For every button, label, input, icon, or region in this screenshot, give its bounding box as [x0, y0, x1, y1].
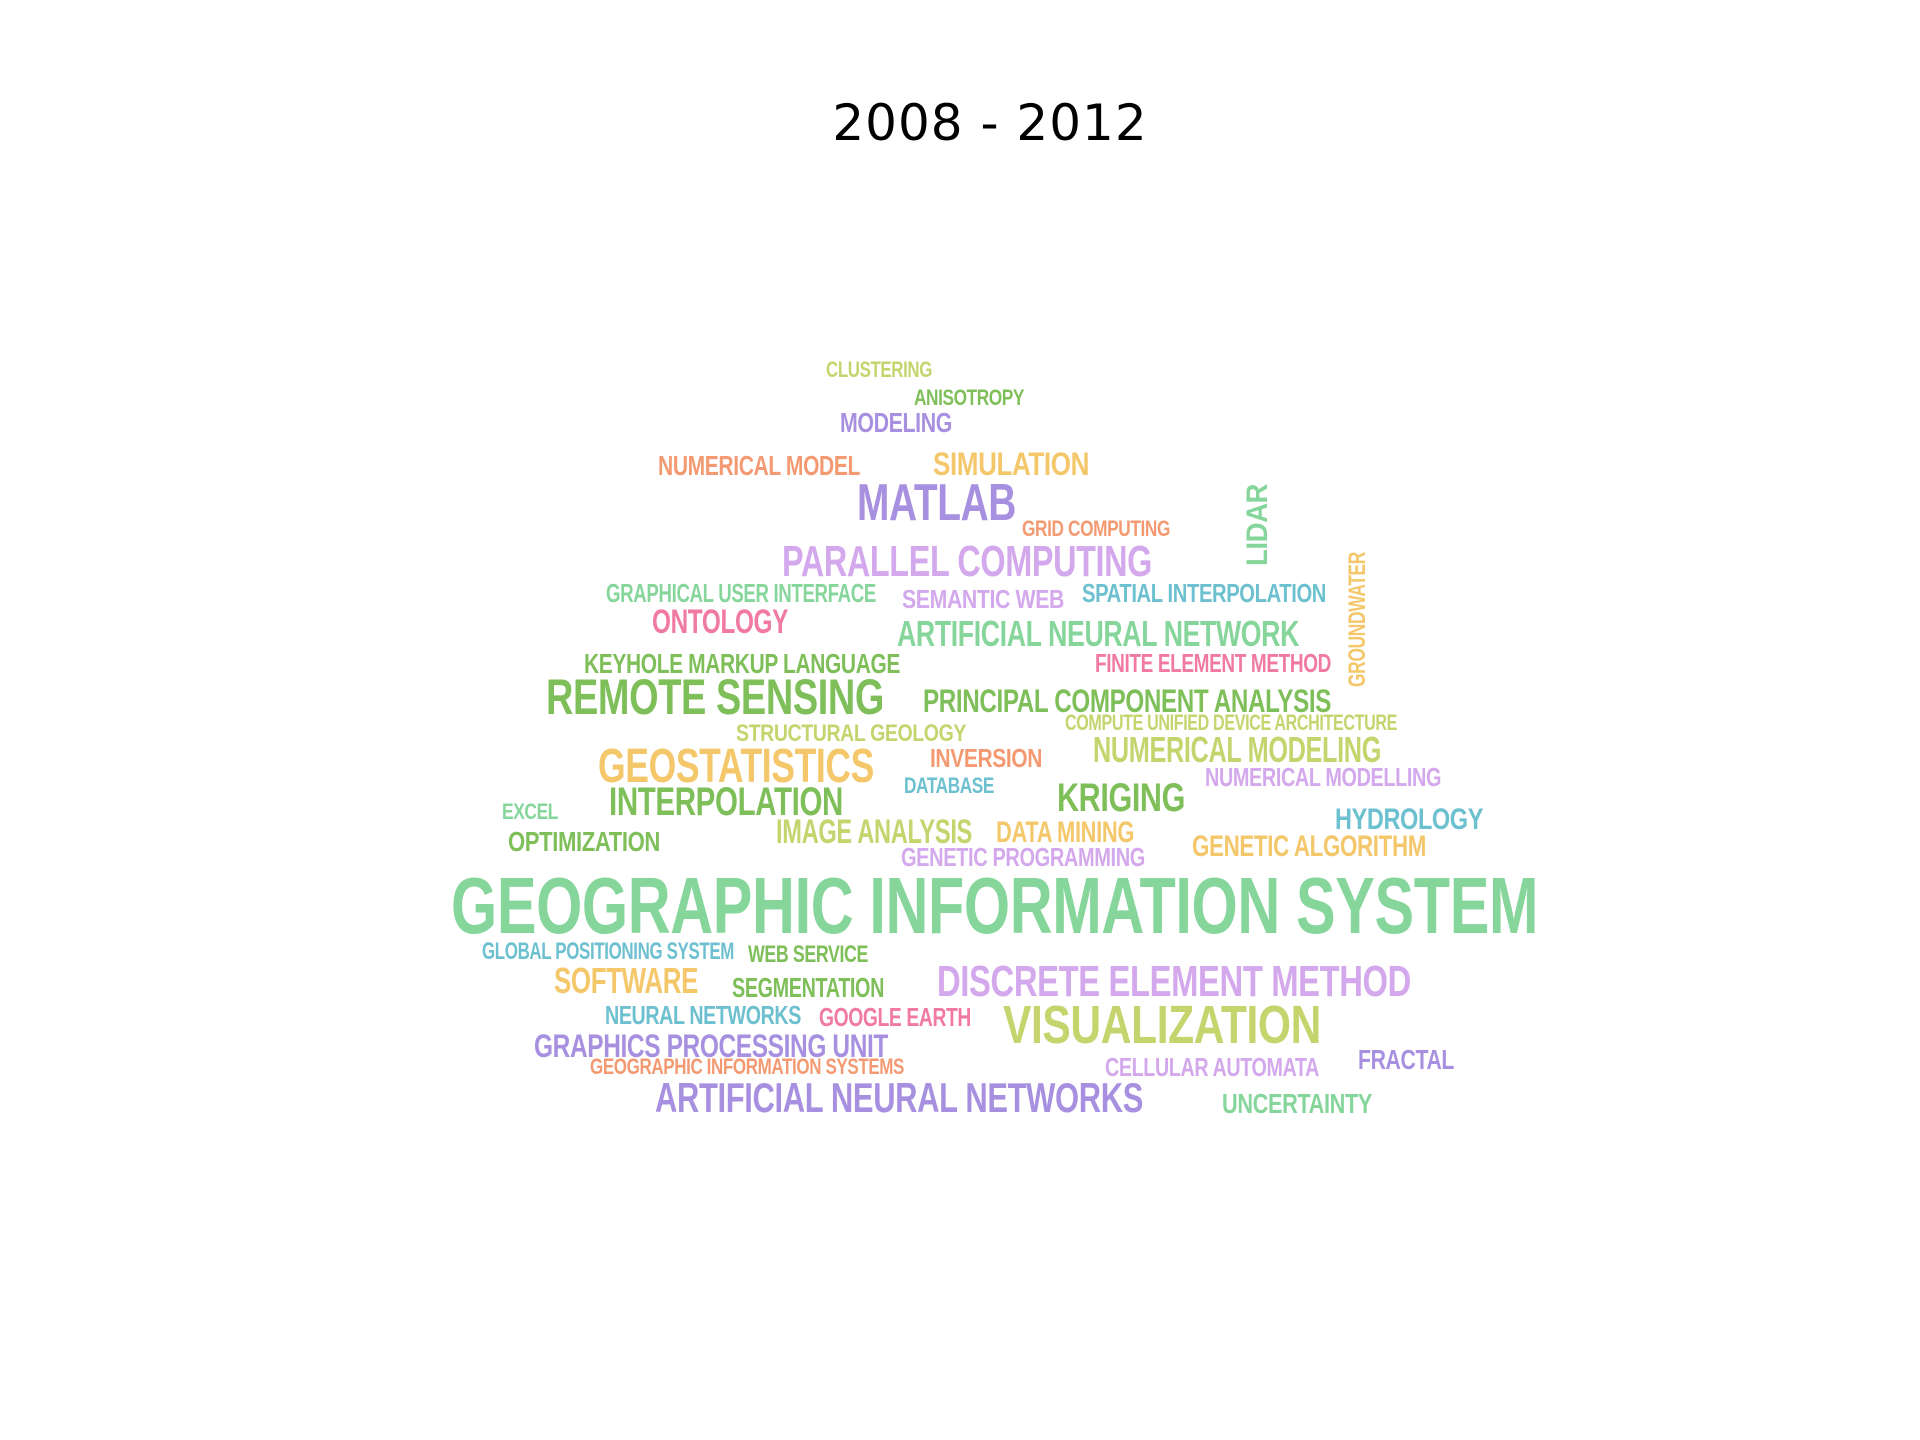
word-fractal: FRACTAL: [1358, 1044, 1454, 1075]
figure-title: 2008 - 2012: [832, 94, 1148, 152]
word-finite-element-method: FINITE ELEMENT METHOD: [1095, 648, 1332, 678]
word-parallel-computing: PARALLEL COMPUTING: [782, 537, 1152, 586]
word-interpolation: INTERPOLATION: [609, 780, 844, 824]
word-optimization: OPTIMIZATION: [508, 826, 661, 857]
word-simulation: SIMULATION: [933, 446, 1090, 482]
word-data-mining: DATA MINING: [996, 816, 1135, 849]
word-discrete-element-method: DISCRETE ELEMENT METHOD: [937, 957, 1411, 1006]
word-semantic-web: SEMANTIC WEB: [902, 584, 1064, 614]
word-visualization: VISUALIZATION: [1003, 995, 1321, 1055]
word-structural-geology: STRUCTURAL GEOLOGY: [736, 720, 967, 747]
word-modeling: MODELING: [840, 407, 953, 438]
word-numerical-modeling: NUMERICAL MODELING: [1093, 729, 1382, 770]
word-google-earth: GOOGLE EARTH: [819, 1002, 971, 1032]
word-matlab: MATLAB: [857, 474, 1017, 532]
word-genetic-algorithm: GENETIC ALGORITHM: [1192, 830, 1427, 863]
word-excel: EXCEL: [502, 799, 559, 824]
word-compute-unified-device-architecture: COMPUTE UNIFIED DEVICE ARCHITECTURE: [1065, 710, 1397, 735]
word-global-positioning-system: GLOBAL POSITIONING SYSTEM: [482, 938, 735, 965]
word-remote-sensing: REMOTE SENSING: [546, 669, 884, 725]
word-inversion: INVERSION: [930, 743, 1043, 773]
word-clustering: CLUSTERING: [826, 357, 932, 382]
word-graphics-processing-unit: GRAPHICS PROCESSING UNIT: [534, 1028, 888, 1064]
word-artificial-neural-network: ARTIFICIAL NEURAL NETWORK: [897, 613, 1300, 654]
word-geographic-information-system: GEOGRAPHIC INFORMATION SYSTEM: [451, 861, 1539, 950]
word-web-service: WEB SERVICE: [748, 941, 868, 968]
word-kriging: KRIGING: [1057, 776, 1185, 820]
word-graphical-user-interface: GRAPHICAL USER INTERFACE: [606, 578, 877, 608]
word-artificial-neural-networks: ARTIFICIAL NEURAL NETWORKS: [655, 1074, 1143, 1121]
word-spatial-interpolation: SPATIAL INTERPOLATION: [1082, 578, 1327, 608]
word-genetic-programming: GENETIC PROGRAMMING: [901, 842, 1145, 872]
word-software: SOFTWARE: [554, 960, 698, 1001]
word-numerical-model: NUMERICAL MODEL: [658, 450, 861, 481]
word-segmentation: SEGMENTATION: [732, 972, 884, 1003]
word-uncertainty: UNCERTAINTY: [1222, 1088, 1372, 1119]
word-principal-component-analysis: PRINCIPAL COMPONENT ANALYSIS: [923, 683, 1331, 719]
word-image-analysis: IMAGE ANALYSIS: [776, 813, 973, 851]
word-cellular-automata: CELLULAR AUTOMATA: [1105, 1052, 1319, 1082]
word-groundwater: GROUNDWATER: [1344, 552, 1371, 687]
word-hydrology: HYDROLOGY: [1335, 803, 1484, 836]
word-numerical-modelling: NUMERICAL MODELLING: [1205, 762, 1442, 792]
word-geostatistics: GEOSTATISTICS: [598, 740, 875, 793]
word-geographic-information-systems: GEOGRAPHIC INFORMATION SYSTEMS: [590, 1054, 905, 1079]
word-ontology: ONTOLOGY: [652, 603, 789, 641]
word-database: DATABASE: [904, 773, 994, 798]
word-keyhole-markup-language: KEYHOLE MARKUP LANGUAGE: [584, 648, 901, 679]
word-anisotropy: ANISOTROPY: [914, 385, 1025, 410]
word-grid-computing: GRID COMPUTING: [1022, 516, 1171, 541]
word-neural-networks: NEURAL NETWORKS: [605, 1000, 801, 1030]
word-lidar: LIDAR: [1241, 484, 1274, 566]
